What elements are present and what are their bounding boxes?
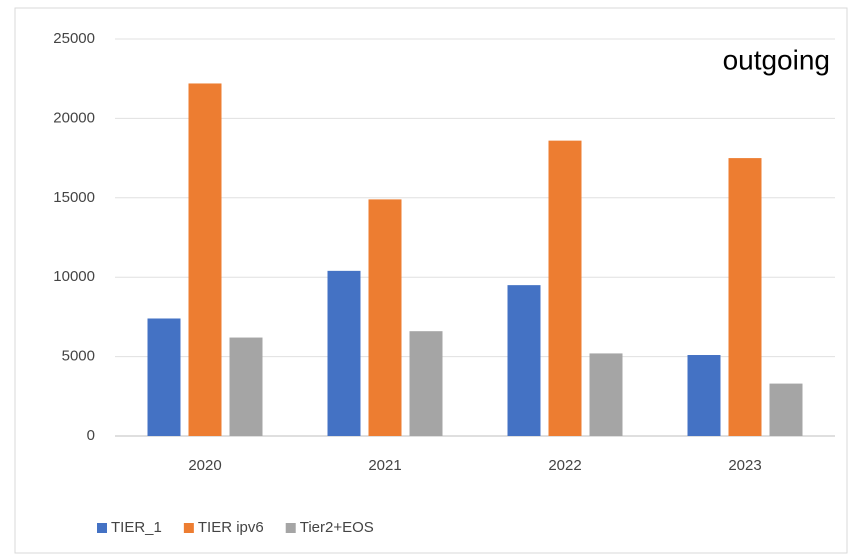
bar [769,383,803,436]
y-tick-label: 10000 [53,268,95,285]
x-tick-label: 2021 [368,457,401,474]
bar [589,353,623,436]
legend-swatch [97,523,107,533]
y-tick-label: 25000 [53,30,95,47]
y-tick-label: 5000 [62,348,95,365]
y-tick-label: 15000 [53,189,95,206]
x-tick-label: 2023 [728,457,761,474]
bar [147,318,181,436]
bar [188,83,222,437]
bar [229,337,263,436]
y-tick-label: 0 [87,427,95,444]
y-tick-label: 20000 [53,109,95,126]
legend-swatch [183,523,194,533]
bar [548,140,582,436]
bar [728,158,762,436]
bar [409,331,443,436]
legend-label: TIER_1 [111,519,162,536]
chart-frame [14,7,848,554]
bar [507,285,541,436]
bar [327,270,361,436]
annotation: outgoing [723,44,830,75]
legend-swatch [285,523,296,533]
legend-label: Tier2+EOS [300,519,374,536]
x-tick-label: 2020 [188,457,221,474]
x-tick-label: 2022 [548,457,581,474]
bar [368,199,402,436]
bar [687,355,721,436]
legend-label: TIER ipv6 [198,519,264,536]
